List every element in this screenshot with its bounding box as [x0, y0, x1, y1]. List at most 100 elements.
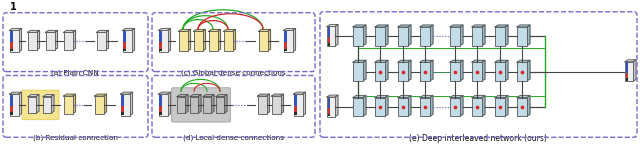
Bar	[159, 30, 168, 52]
Polygon shape	[232, 29, 236, 51]
Bar	[328, 108, 330, 114]
Bar	[294, 95, 297, 106]
Text: (e) Deep interleaved network (ours): (e) Deep interleaved network (ours)	[409, 134, 547, 143]
Bar	[375, 62, 385, 81]
Polygon shape	[385, 96, 388, 116]
Bar	[284, 42, 287, 49]
Text: (d) Local dense connections: (d) Local dense connections	[182, 134, 284, 141]
Bar	[28, 32, 36, 50]
Point	[495, 106, 505, 108]
Bar	[284, 31, 287, 42]
Polygon shape	[188, 29, 191, 51]
Bar	[398, 62, 408, 81]
Point	[472, 106, 482, 108]
Bar	[10, 95, 13, 106]
Point	[517, 106, 527, 108]
Polygon shape	[97, 30, 109, 32]
Bar	[294, 106, 297, 113]
Polygon shape	[28, 95, 39, 97]
Point	[472, 70, 482, 73]
Polygon shape	[495, 96, 508, 98]
Polygon shape	[257, 94, 269, 96]
Bar	[517, 62, 527, 81]
Bar	[450, 27, 460, 46]
Polygon shape	[63, 30, 76, 32]
Bar	[177, 97, 185, 113]
Bar	[63, 96, 72, 114]
Point	[517, 70, 527, 73]
Bar	[328, 98, 330, 108]
Polygon shape	[284, 28, 296, 30]
Bar	[472, 62, 482, 81]
Text: (c) Global dense connections: (c) Global dense connections	[180, 70, 285, 76]
Bar	[375, 98, 385, 116]
Bar	[398, 98, 408, 116]
Polygon shape	[375, 96, 388, 98]
Bar	[121, 106, 124, 113]
Bar	[495, 27, 505, 46]
FancyBboxPatch shape	[22, 90, 59, 120]
Polygon shape	[408, 96, 411, 116]
Polygon shape	[482, 60, 485, 81]
Polygon shape	[363, 96, 366, 116]
Bar	[45, 32, 54, 50]
Bar	[353, 62, 363, 81]
Bar	[120, 94, 129, 116]
Polygon shape	[106, 30, 109, 50]
Polygon shape	[159, 92, 170, 94]
Point	[450, 70, 460, 73]
Bar	[353, 98, 363, 116]
Polygon shape	[385, 60, 388, 81]
Polygon shape	[482, 96, 485, 116]
Polygon shape	[398, 25, 411, 27]
Bar	[122, 30, 131, 52]
Point	[420, 106, 430, 108]
Bar	[179, 31, 188, 51]
Polygon shape	[303, 92, 305, 116]
Polygon shape	[211, 95, 214, 113]
Polygon shape	[72, 30, 76, 50]
Polygon shape	[633, 60, 636, 81]
Polygon shape	[408, 25, 411, 46]
Polygon shape	[460, 60, 463, 81]
Polygon shape	[430, 96, 433, 116]
Bar	[10, 42, 13, 49]
Polygon shape	[268, 29, 271, 51]
Polygon shape	[51, 95, 54, 113]
Polygon shape	[398, 96, 411, 98]
Bar	[10, 30, 19, 52]
Polygon shape	[495, 60, 508, 62]
Polygon shape	[120, 92, 132, 94]
Bar	[375, 27, 385, 46]
Polygon shape	[122, 28, 134, 30]
Text: 1: 1	[10, 2, 17, 12]
Polygon shape	[202, 29, 205, 51]
Bar	[328, 27, 330, 37]
Bar	[327, 97, 335, 117]
Polygon shape	[28, 30, 40, 32]
Bar	[625, 72, 628, 78]
Bar	[10, 49, 13, 51]
Bar	[63, 32, 72, 50]
Polygon shape	[168, 92, 170, 116]
Point	[375, 70, 385, 73]
Polygon shape	[104, 94, 106, 114]
Polygon shape	[198, 95, 201, 113]
Polygon shape	[517, 96, 530, 98]
Polygon shape	[280, 94, 284, 114]
Bar	[284, 49, 287, 51]
Polygon shape	[216, 95, 227, 97]
Bar	[420, 62, 430, 81]
Bar	[450, 98, 460, 116]
Point	[495, 70, 505, 73]
Polygon shape	[36, 95, 39, 113]
Bar	[28, 97, 36, 113]
Bar	[43, 97, 51, 113]
Bar	[450, 62, 460, 81]
Bar	[625, 62, 628, 72]
Polygon shape	[45, 30, 58, 32]
Bar	[327, 27, 335, 46]
Bar	[495, 62, 505, 81]
Polygon shape	[271, 94, 284, 96]
Bar	[10, 31, 13, 42]
